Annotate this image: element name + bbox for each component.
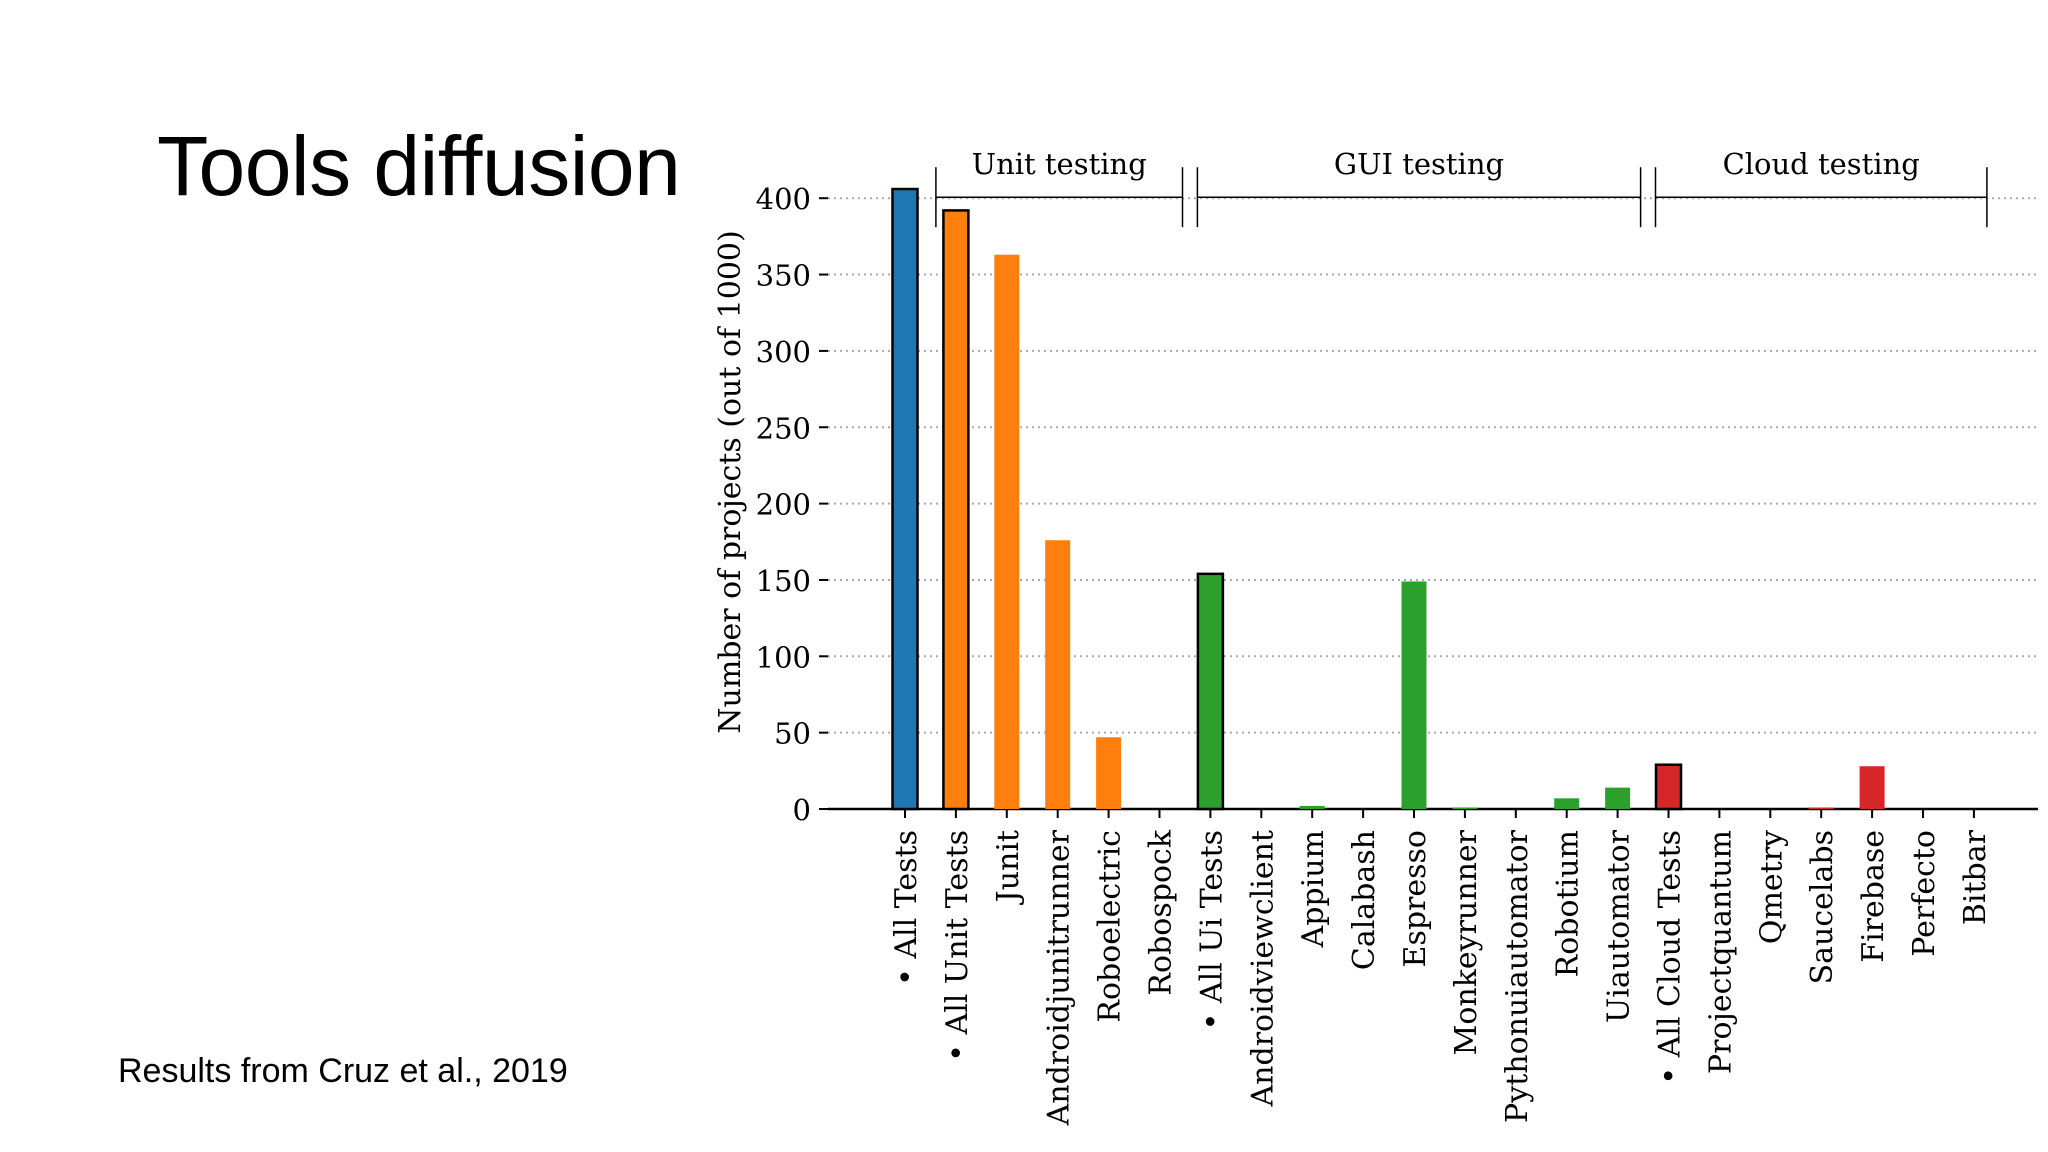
y-tick-label: 250 — [756, 411, 811, 445]
y-tick-label: 350 — [756, 259, 811, 293]
bar-uiautomator — [1605, 787, 1631, 809]
x-tick-label-espresso: Espresso — [1398, 830, 1433, 967]
x-tick-label-androidviewclient: Androidviewclient — [1245, 830, 1280, 1108]
bar-appium — [1299, 805, 1325, 809]
bar-espresso — [1401, 581, 1427, 809]
x-tick-label-qmetry: Qmetry — [1754, 830, 1789, 944]
x-tick-label-roboelectric: Roboelectric — [1093, 830, 1128, 1023]
bar-all-unit-tests — [942, 209, 970, 811]
bar-junit — [994, 254, 1020, 810]
x-tick-label-saucelabs: Saucelabs — [1805, 830, 1840, 984]
y-tick-label: 0 — [793, 793, 811, 827]
x-tick-label-pythonuiautomator: Pythonuiautomator — [1500, 829, 1535, 1123]
bar-firebase — [1859, 766, 1885, 809]
bar-saucelabs — [1808, 807, 1834, 809]
y-tick-label: 50 — [774, 717, 811, 751]
bar-all-cloud-tests — [1654, 763, 1683, 811]
bar-monkeyrunner — [1452, 807, 1478, 809]
y-axis-label: Number of projects (out of 1000) — [713, 230, 748, 733]
bar-robotium — [1554, 798, 1580, 809]
x-tick-label-projectquantum: Projectquantum — [1703, 830, 1738, 1074]
x-tick-label-all-tests: • All Tests — [889, 830, 924, 986]
group-label-cloud-testing: Cloud testing — [1723, 147, 1920, 181]
slide-title: Tools diffusion — [157, 119, 681, 213]
x-tick-label-appium: Appium — [1296, 830, 1331, 948]
x-tick-label-robotium: Robotium — [1551, 830, 1586, 977]
x-tick-label-calabash: Calabash — [1347, 830, 1382, 970]
x-tick-label-robospock: Robospock — [1144, 829, 1179, 995]
y-tick-label: 100 — [756, 640, 811, 674]
y-tick-label: 150 — [756, 564, 811, 598]
y-tick-label: 400 — [756, 182, 811, 216]
y-tick-label: 300 — [756, 335, 811, 369]
x-tick-label-all-ui-tests: • All Ui Tests — [1194, 830, 1229, 1030]
y-tick-label: 200 — [756, 488, 811, 522]
x-tick-label-firebase: Firebase — [1856, 830, 1891, 963]
x-tick-label-bitbar: Bitbar — [1958, 829, 1993, 925]
x-tick-label-monkeyrunner: Monkeyrunner — [1449, 829, 1484, 1055]
x-tick-label-all-unit-tests: • All Unit Tests — [940, 830, 975, 1062]
x-tick-label-androidjunitrunner: Androidjunitrunner — [1042, 829, 1077, 1126]
x-tick-label-junit: Junit — [991, 830, 1026, 905]
x-tick-label-uiautomator: Uiautomator — [1602, 829, 1637, 1023]
x-tick-label-perfecto: Perfecto — [1907, 830, 1942, 957]
bar-all-tests — [891, 187, 919, 811]
x-tick-label-all-cloud-tests: • All Cloud Tests — [1653, 830, 1688, 1085]
bar-androidjunitrunner — [1045, 540, 1071, 809]
bar-all-ui-tests — [1196, 572, 1225, 811]
group-label-unit-testing: Unit testing — [972, 147, 1147, 181]
citation: Results from Cruz et al., 2019 — [118, 1052, 568, 1090]
bar-roboelectric — [1096, 737, 1122, 809]
group-label-gui-testing: GUI testing — [1334, 147, 1504, 181]
